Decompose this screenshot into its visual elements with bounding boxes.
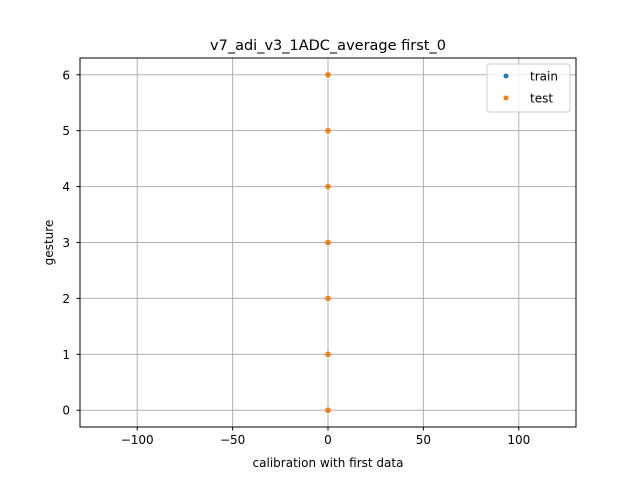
data-point-test	[325, 295, 331, 302]
x-tick-label: 50	[416, 433, 431, 447]
y-tick-label: 3	[62, 236, 70, 250]
legend-marker-train	[503, 73, 509, 79]
x-tick-label: −50	[220, 433, 245, 447]
data-point-test	[325, 407, 331, 413]
y-tick-label: 0	[62, 404, 70, 418]
chart-title: v7_adi_v3_1ADC_average first_0	[210, 38, 446, 54]
x-tick-label: 100	[507, 433, 530, 447]
y-axis-label: gesture	[42, 220, 56, 266]
axes-ticks: −100 −50 0 50 100 0 1 2 3 4 5 6	[62, 68, 530, 447]
y-tick-label: 4	[62, 180, 70, 194]
y-tick-label: 2	[62, 292, 70, 306]
legend: train test	[486, 63, 571, 113]
legend-label-test: test	[530, 92, 553, 106]
x-tick-label: −100	[121, 433, 154, 447]
data-points	[325, 72, 331, 413]
data-point-test	[325, 183, 331, 190]
y-tick-label: 5	[62, 124, 70, 138]
y-tick-label: 1	[62, 348, 70, 362]
legend-label-train: train	[530, 70, 558, 84]
data-point-test	[325, 239, 331, 246]
x-tick-label: 0	[324, 433, 332, 447]
data-point-test	[325, 72, 331, 78]
data-point-test	[325, 127, 331, 134]
data-point-test	[325, 351, 331, 358]
x-axis-label: calibration with first data	[253, 456, 404, 470]
legend-marker-test	[503, 95, 509, 101]
y-tick-label: 6	[62, 68, 70, 82]
